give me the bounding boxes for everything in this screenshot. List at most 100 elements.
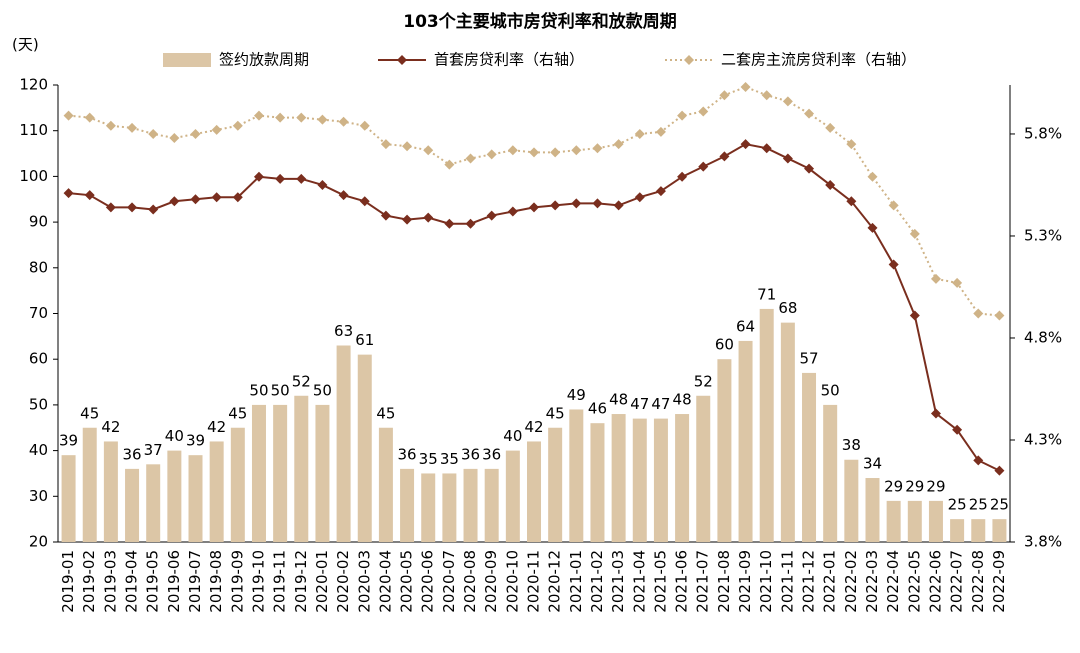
chart-title: 103个主要城市房贷利率和放款周期	[403, 11, 677, 32]
bar	[209, 441, 224, 542]
line-marker	[952, 277, 963, 288]
x-tick-label: 2020-07	[440, 550, 458, 613]
bar-value-label: 36	[482, 445, 501, 463]
y-tick-label: 40	[29, 441, 48, 459]
bar-value-label: 49	[567, 386, 586, 404]
bar	[992, 519, 1007, 542]
legend-marker	[684, 55, 694, 65]
x-tick-label: 2021-03	[609, 550, 627, 613]
bar	[421, 473, 436, 542]
x-tick-label: 2019-11	[271, 550, 289, 613]
bar-value-label: 48	[609, 391, 628, 409]
legend-label: 二套房主流房贷利率（右轴）	[721, 51, 916, 69]
x-tick-label: 2020-01	[313, 550, 331, 613]
bar-value-label: 52	[292, 372, 311, 390]
y2-tick-label: 4.8%	[1024, 328, 1062, 346]
x-tick-label: 2020-06	[419, 550, 437, 613]
bar-value-label: 57	[799, 349, 818, 367]
line-marker	[338, 190, 349, 201]
line-marker	[529, 147, 539, 158]
bar-value-label: 29	[884, 477, 903, 495]
line-marker	[994, 465, 1005, 476]
line-marker	[105, 120, 116, 131]
bar-value-label: 50	[313, 381, 332, 399]
bar	[294, 395, 309, 542]
bar	[273, 404, 288, 542]
bar	[82, 427, 97, 542]
y-tick-label: 20	[29, 533, 48, 551]
x-tick-label: 2022-08	[969, 550, 987, 613]
y-tick-label: 50	[29, 395, 48, 413]
bar-value-label: 50	[271, 381, 290, 399]
line-marker	[317, 114, 328, 125]
bar	[357, 354, 372, 542]
bar	[251, 404, 266, 542]
x-tick-label: 2020-04	[376, 550, 394, 613]
line-marker	[634, 192, 645, 203]
line-marker	[846, 139, 857, 150]
bar-value-label: 38	[842, 436, 861, 454]
line-marker	[63, 110, 74, 121]
line-marker	[444, 218, 455, 229]
line-marker	[465, 218, 476, 229]
bar	[886, 500, 901, 542]
bar-value-label: 35	[440, 450, 459, 468]
line-marker	[719, 90, 730, 101]
line-marker	[169, 196, 180, 207]
line-marker	[127, 122, 138, 133]
line-marker	[677, 110, 688, 121]
line-marker	[253, 171, 264, 182]
bar	[315, 404, 330, 542]
line-marker	[232, 120, 243, 131]
line-marker	[909, 310, 920, 321]
bar-value-label: 61	[355, 331, 374, 349]
bar-value-label: 39	[186, 432, 205, 450]
bar	[336, 345, 351, 542]
line-marker	[444, 159, 455, 170]
x-tick-label: 2020-10	[503, 550, 521, 613]
bar-value-label: 46	[588, 400, 607, 418]
bar-value-label: 42	[101, 418, 120, 436]
bar	[611, 414, 626, 542]
y-tick-label: 30	[29, 487, 48, 505]
legend-label: 首套房贷利率（右轴）	[434, 51, 584, 69]
bar	[103, 441, 118, 542]
line-marker	[84, 190, 95, 201]
x-tick-label: 2022-01	[821, 550, 839, 613]
x-tick-label: 2019-02	[80, 550, 98, 613]
bar-value-label: 45	[228, 404, 247, 422]
x-tick-label: 2019-07	[186, 550, 204, 613]
x-tick-label: 2021-09	[736, 550, 754, 613]
line-marker	[423, 145, 434, 156]
line-marker	[296, 173, 307, 184]
bar	[907, 500, 922, 542]
line-marker	[613, 200, 624, 211]
bar-value-label: 37	[144, 441, 163, 459]
x-tick-label: 2019-03	[101, 550, 119, 613]
y-tick-label: 90	[29, 213, 48, 231]
bar-value-label: 50	[249, 381, 268, 399]
x-tick-label: 2019-08	[207, 550, 225, 613]
x-tick-label: 2022-09	[990, 550, 1008, 613]
bar	[823, 404, 838, 542]
bar-value-label: 50	[821, 381, 840, 399]
bar-value-label: 45	[546, 404, 565, 422]
x-tick-label: 2021-07	[694, 550, 712, 613]
line-marker	[190, 194, 201, 205]
x-tick-label: 2019-04	[123, 550, 141, 613]
bar	[717, 359, 732, 542]
x-tick-label: 2021-12	[800, 550, 818, 613]
line-marker	[973, 455, 984, 466]
x-tick-label: 2021-10	[757, 550, 775, 613]
x-tick-label: 2022-05	[905, 550, 923, 613]
bar	[378, 427, 393, 542]
line-marker	[402, 141, 413, 152]
line-marker	[994, 310, 1005, 321]
y2-tick-label: 4.3%	[1024, 430, 1062, 448]
bar-value-label: 36	[461, 445, 480, 463]
bar-value-label: 36	[398, 445, 417, 463]
y-tick-label: 100	[19, 167, 48, 185]
line-marker	[550, 147, 561, 158]
line-marker	[275, 112, 286, 123]
